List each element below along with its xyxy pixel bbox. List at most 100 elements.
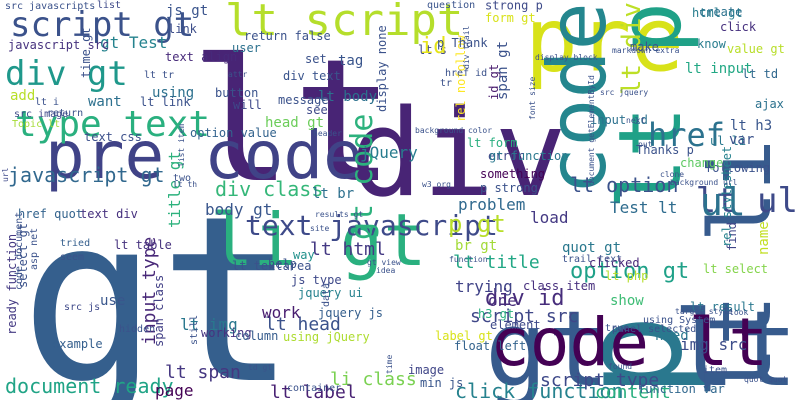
cloud-word: time gt <box>79 27 93 78</box>
cloud-word: find <box>725 222 739 251</box>
cloud-word: link <box>168 22 198 36</box>
cloud-word: var <box>729 132 754 148</box>
cloud-word: class item <box>523 279 595 293</box>
cloud-word: li class <box>330 369 417 390</box>
cloud-word: image <box>408 363 444 377</box>
cloud-word: example <box>52 337 103 351</box>
cloud-word: lt h3 <box>730 118 772 134</box>
cloud-word: strong p <box>485 0 543 13</box>
cloud-word: one <box>488 291 517 310</box>
cloud-word: script gt <box>10 5 194 45</box>
cloud-word: set <box>305 52 327 66</box>
cloud-word: use <box>100 293 125 309</box>
cloud-word: text javascript <box>245 209 498 242</box>
cloud-word: lt tr <box>144 70 174 81</box>
cloud-word: document ready <box>5 374 174 398</box>
cloud-word: pre code <box>45 117 363 194</box>
cloud-word: will <box>233 98 262 112</box>
cloud-word: lt br <box>312 186 354 202</box>
cloud-word: ajax <box>755 97 784 111</box>
cloud-word: quot quot <box>744 375 788 384</box>
cloud-word: lt link <box>140 95 191 109</box>
cloud-word: name <box>756 221 772 255</box>
cloud-word: w3 org <box>422 180 451 189</box>
cloud-word: page <box>155 381 194 400</box>
cloud-word: list <box>97 0 121 11</box>
cloud-word: lt th <box>173 180 197 189</box>
cloud-word: div id <box>485 286 564 311</box>
cloud-word: function var <box>638 382 725 396</box>
cloud-word: input id <box>590 113 648 127</box>
cloud-word: question <box>427 0 475 11</box>
cloud-word: clone <box>660 170 684 179</box>
cloud-word: want <box>88 94 122 110</box>
cloud-word: seem <box>60 252 84 263</box>
cloud-word: asp net <box>29 228 40 270</box>
cloud-word: container <box>287 383 341 394</box>
cloud-word: p gt <box>448 210 506 238</box>
cloud-word: header <box>313 129 342 138</box>
cloud-word: background url <box>670 178 738 187</box>
cloud-word: lt div <box>617 2 647 95</box>
cloud-word: href id <box>445 68 487 79</box>
cloud-word: lt textarea <box>232 259 311 273</box>
cloud-word: lt input <box>685 61 752 77</box>
cloud-word: href <box>648 116 725 154</box>
cloud-word: option gt <box>570 259 689 284</box>
cloud-word: lt title <box>453 252 540 273</box>
cloud-word: document getElementById <box>587 75 596 186</box>
cloud-word: script type <box>540 370 659 391</box>
cloud-word: idea <box>376 266 395 275</box>
cloud-word: need <box>655 328 689 344</box>
cloud-word: target style <box>675 307 733 316</box>
cloud-word: lt span <box>165 362 241 383</box>
cloud-word: column <box>235 329 278 343</box>
cloud-word: lt img <box>180 315 238 334</box>
cloud-word: next <box>626 116 645 125</box>
cloud-word: hidden <box>119 324 155 335</box>
cloud-word: html gt <box>692 6 743 20</box>
cloud-word: work <box>262 303 301 322</box>
cloud-word: url <box>1 167 10 182</box>
cloud-word: function <box>449 255 488 264</box>
cloud-word: following <box>705 161 770 175</box>
cloud-word: still <box>189 315 200 345</box>
cloud-word: div class <box>215 177 323 201</box>
cloud-word: way <box>293 248 315 262</box>
cloud-word: ready function <box>5 234 19 335</box>
cloud-word: lt select <box>703 262 768 276</box>
cloud-word: look <box>729 308 748 317</box>
cloud-word: tr <box>440 78 452 89</box>
cloud-word: select gt <box>16 223 30 288</box>
cloud-word: id <box>420 34 447 59</box>
cloud-word: lt option <box>570 173 678 197</box>
cloud-word: trail text <box>562 254 622 265</box>
cloud-word: lt label <box>270 382 357 400</box>
cloud-word: lt head <box>265 314 341 335</box>
cloud-word: site <box>310 224 329 233</box>
cloud-word: display none <box>375 25 389 112</box>
cloud-word: title gt <box>165 151 184 228</box>
cloud-word: click function <box>455 379 624 400</box>
cloud-word: lt form <box>467 136 518 150</box>
cloud-word: div gt <box>5 54 128 94</box>
cloud-word: lt body <box>318 89 377 105</box>
cloud-word: code document <box>14 212 25 290</box>
cloud-word: src js <box>64 302 100 313</box>
cloud-word: lt script <box>225 0 463 46</box>
cloud-word: change <box>680 156 723 170</box>
cloud-word: lt <box>190 23 395 221</box>
cloud-word: src jquery <box>600 88 648 97</box>
cloud-word: div text <box>283 69 341 83</box>
cloud-word: input type <box>139 237 160 345</box>
cloud-word: return <box>47 108 83 119</box>
cloud-word: lt ul <box>696 181 798 221</box>
cloud-word: script src <box>470 306 578 327</box>
cloud-word: gt <box>20 168 297 400</box>
cloud-word: make <box>630 40 659 54</box>
cloud-word: markdown extra <box>612 46 680 55</box>
cloud-word: div <box>350 85 567 224</box>
cloud-word: see <box>306 103 328 117</box>
cloud-word: value gt <box>727 42 785 56</box>
